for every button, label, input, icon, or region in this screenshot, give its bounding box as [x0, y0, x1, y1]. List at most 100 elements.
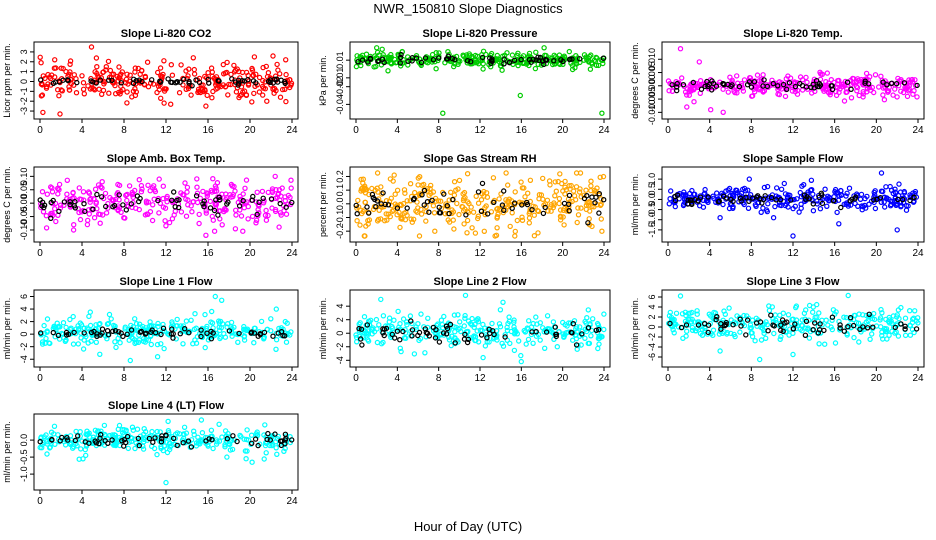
data-point	[183, 213, 190, 219]
data-point	[468, 204, 474, 210]
data-point	[765, 200, 771, 207]
data-point	[481, 228, 487, 234]
data-point	[133, 339, 139, 345]
data-point	[186, 78, 192, 85]
data-point	[511, 57, 518, 64]
data-point	[92, 438, 98, 444]
points-layer	[666, 170, 920, 239]
data-point	[76, 209, 82, 216]
panel-title: Slope Line 3 Flow	[747, 276, 840, 288]
data-point	[404, 205, 410, 211]
data-point	[541, 45, 547, 51]
data-point	[599, 110, 605, 116]
data-point	[689, 324, 696, 331]
data-point	[436, 204, 442, 210]
data-point	[862, 80, 868, 86]
data-point	[761, 330, 767, 336]
data-point	[526, 215, 533, 221]
y-tick-label: -2	[19, 343, 29, 351]
data-point	[402, 216, 409, 223]
data-point	[579, 331, 585, 337]
data-point	[895, 196, 901, 203]
data-point	[203, 103, 209, 109]
data-point	[667, 320, 673, 327]
data-point	[860, 312, 866, 318]
data-point	[109, 71, 115, 78]
x-tick-label: 24	[286, 373, 298, 384]
data-point	[784, 86, 790, 93]
data-point	[81, 91, 88, 97]
data-point	[424, 188, 430, 194]
data-point	[770, 80, 777, 87]
data-point	[208, 308, 215, 315]
data-point	[872, 205, 879, 212]
data-point	[812, 320, 818, 326]
y-axis-label: ml/min per min.	[2, 298, 12, 360]
data-point	[679, 75, 685, 81]
data-point	[421, 202, 427, 208]
data-point	[843, 89, 849, 96]
data-point	[803, 84, 810, 90]
x-tick-label: 4	[79, 248, 85, 259]
data-point	[105, 77, 112, 83]
x-tick-label: 4	[707, 373, 713, 384]
data-point	[567, 56, 573, 62]
data-point	[514, 331, 521, 337]
data-point	[116, 64, 122, 70]
data-point	[48, 184, 54, 190]
data-point	[55, 191, 61, 197]
x-tick-label: 4	[79, 373, 85, 384]
data-point	[775, 91, 781, 97]
data-point	[455, 312, 461, 318]
data-point	[218, 297, 225, 303]
x-tick-label: 20	[871, 373, 883, 384]
data-point	[534, 207, 541, 214]
data-point	[888, 201, 894, 208]
data-point	[380, 190, 386, 196]
data-point	[836, 221, 842, 227]
data-point	[907, 332, 914, 338]
data-point	[252, 325, 258, 331]
data-point	[71, 203, 78, 209]
data-point	[217, 318, 224, 325]
y-tick-label: -0.05	[19, 206, 29, 227]
data-point	[519, 202, 525, 208]
data-point	[561, 200, 568, 207]
data-point	[224, 454, 230, 460]
data-point	[174, 197, 180, 204]
data-point	[389, 323, 395, 330]
data-point	[731, 331, 737, 338]
data-point	[98, 91, 105, 98]
x-tick-label: 12	[474, 373, 486, 384]
data-point	[496, 196, 502, 202]
data-point	[77, 196, 83, 202]
data-point	[122, 215, 128, 221]
data-point	[792, 85, 799, 92]
data-point	[745, 205, 752, 211]
x-tick-label: 0	[353, 373, 359, 384]
data-point	[430, 324, 437, 331]
data-point	[112, 339, 118, 345]
data-point	[409, 219, 415, 225]
data-point	[688, 88, 695, 94]
data-point	[472, 337, 478, 344]
data-point	[871, 197, 877, 203]
data-point	[412, 189, 418, 196]
data-point	[523, 341, 529, 347]
data-point	[398, 51, 404, 58]
data-point	[86, 313, 92, 320]
data-point	[161, 443, 167, 449]
y-tick-label: -0.02	[335, 76, 345, 97]
data-point	[121, 437, 128, 443]
data-point	[61, 199, 68, 205]
data-point	[58, 65, 64, 71]
data-point	[867, 73, 873, 80]
data-point	[752, 338, 758, 344]
data-point	[475, 213, 481, 219]
data-point	[588, 178, 594, 184]
data-point	[484, 194, 491, 200]
data-point	[67, 61, 73, 68]
data-point	[404, 322, 410, 328]
data-point	[284, 320, 290, 326]
x-tick-label: 16	[829, 125, 841, 136]
